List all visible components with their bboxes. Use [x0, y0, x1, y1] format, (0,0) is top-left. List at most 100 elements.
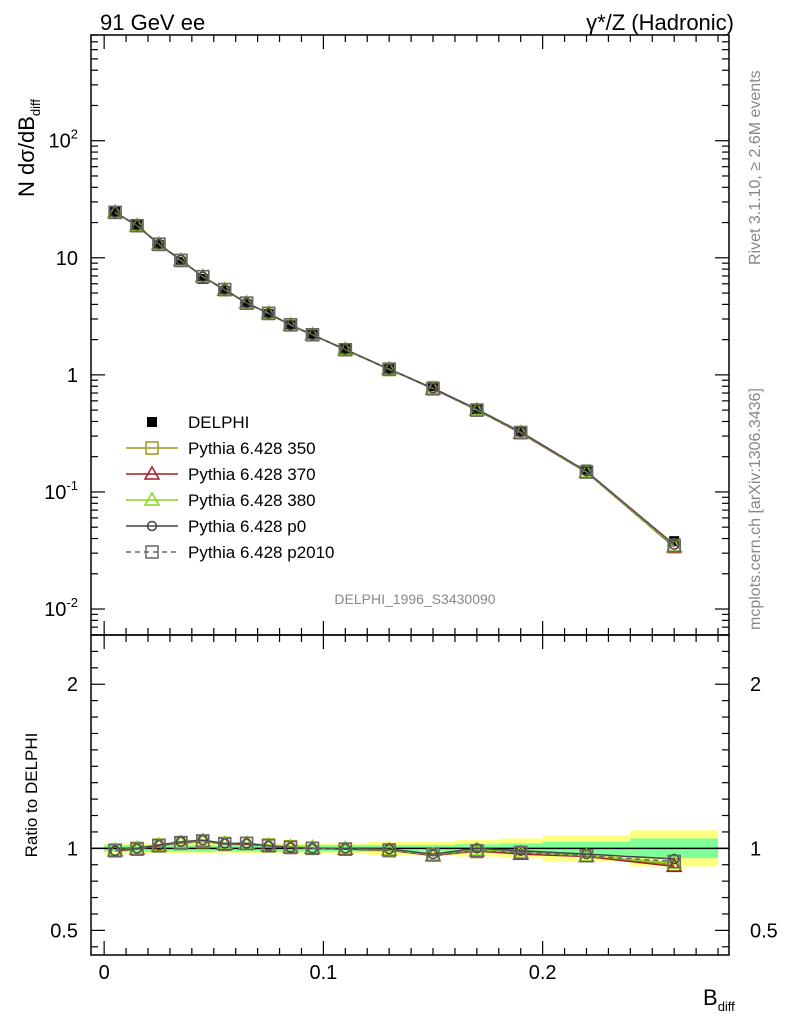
ratio-point: [668, 853, 680, 865]
data-point: [470, 403, 484, 417]
legend-item: Pythia 6.428 370: [126, 465, 316, 484]
data-point: [219, 286, 230, 297]
legend-item: DELPHI: [147, 413, 249, 432]
legend-item: Pythia 6.428 p2010: [126, 543, 335, 562]
series-pythia-6-428-p2010: [108, 205, 681, 553]
data-point: [110, 206, 121, 217]
data-point: [152, 237, 166, 252]
legend-label: Pythia 6.428 370: [188, 465, 316, 484]
ratio-point: [261, 839, 276, 853]
ratio-y-tick-label-right: 1: [750, 838, 761, 860]
data-point: [172, 251, 190, 267]
ratio-point: [338, 842, 353, 856]
ratio-y-tick-label-right: 0.5: [750, 920, 778, 942]
data-point: [383, 363, 395, 375]
ratio-series-pythia-6-428-p2010: [108, 834, 681, 869]
ratio-line: [115, 839, 675, 860]
data-point: [175, 254, 187, 266]
svg-text:N dσ/dBdiff: N dσ/dBdiff: [14, 99, 43, 197]
ratio-point: [239, 836, 254, 851]
data-point: [130, 218, 144, 233]
data-point: [513, 425, 528, 440]
ratio-point: [196, 834, 210, 848]
data-point: [667, 538, 681, 553]
ratio-line: [115, 840, 675, 863]
data-point: [427, 382, 439, 394]
data-point: [108, 205, 122, 220]
data-point: [426, 382, 440, 396]
ratio-point: [665, 857, 683, 873]
svg-text:Bdiff: Bdiff: [703, 985, 735, 1014]
x-tick-label: 0.1: [309, 962, 337, 984]
legend-marker: [146, 520, 158, 532]
data-point: [217, 282, 232, 297]
series-line: [114, 211, 675, 546]
data-point: [197, 271, 209, 282]
ratio-point: [263, 840, 274, 852]
ratio-point: [305, 841, 320, 856]
ratio-plot-panel: 0 0.1 0.2 0.5 0.5 1 1 2 2: [50, 634, 778, 984]
legend-label: Pythia 6.428 380: [188, 491, 316, 510]
data-point: [174, 253, 188, 268]
legend-marker: [147, 417, 157, 427]
ratio-plot-frame: [90, 634, 730, 956]
legend-marker: [145, 441, 159, 455]
ratio-point: [152, 839, 166, 853]
y-tick-label: 10: [56, 248, 78, 270]
ratio-point: [667, 854, 681, 869]
legend-marker: [143, 491, 161, 506]
main-y-axis-title-sub: diff: [28, 99, 43, 116]
data-point: [581, 466, 592, 477]
legend: DELPHI Pythia 6.428 350 Pythia 6.428 370 Py…: [126, 413, 335, 562]
data-point: [196, 269, 210, 284]
x-axis-title-sub: diff: [718, 999, 735, 1014]
x-tick-label: 0.2: [529, 962, 557, 984]
legend-item: Pythia 6.428 380: [126, 491, 316, 510]
data-point: [668, 539, 680, 550]
data-point: [175, 257, 186, 268]
ratio-point: [283, 840, 298, 855]
legend-marker: [143, 465, 161, 480]
mcplots-reference-text: mcplots.cern.ch [arXiv:1306.3436]: [747, 388, 764, 630]
rivet-version-text: Rivet 3.1.10, ≥ 2.6M events: [747, 70, 764, 265]
legend-label: Pythia 6.428 p2010: [188, 543, 335, 562]
data-point: [338, 342, 353, 357]
data-point: [428, 381, 439, 392]
ratio-y-tick-label-right: 2: [750, 674, 761, 696]
data-point: [153, 238, 165, 250]
ratio-y-tick-label: 1: [67, 838, 78, 860]
y-tick-label: 1: [67, 365, 78, 387]
ratio-point: [471, 843, 483, 854]
data-point: [468, 401, 486, 416]
x-tick-label: 0: [99, 962, 110, 984]
data-point: [578, 463, 595, 478]
data-point: [239, 296, 254, 310]
legend-marker: [145, 545, 159, 559]
data-point: [241, 299, 252, 310]
data-point: [261, 306, 276, 321]
ratio-point: [217, 837, 232, 851]
ratio-point: [579, 848, 594, 863]
main-plot-frame: [90, 34, 730, 636]
ratio-point: [382, 843, 396, 857]
ratio-point: [426, 848, 440, 862]
ratio-point: [174, 835, 188, 850]
data-point: [197, 273, 208, 284]
ratio-point: [470, 844, 484, 858]
main-y-axis-title: N dσ/dBdiff: [14, 99, 43, 197]
legend-label: Pythia 6.428 350: [188, 439, 316, 458]
analysis-id-label: DELPHI_1996_S3430090: [334, 591, 495, 607]
legend-item: Pythia 6.428 350: [126, 439, 316, 458]
main-plot-panel: 10-2 10-1 1 10 102: [44, 34, 730, 636]
ratio-point: [108, 844, 122, 858]
x-axis-title-text: B: [703, 985, 718, 1010]
data-point: [340, 344, 351, 355]
data-point: [515, 426, 526, 438]
y-tick-label: 10-1: [44, 478, 78, 504]
data-point: [285, 319, 296, 331]
data-point: [579, 465, 594, 479]
data-point: [305, 328, 320, 342]
ratio-point: [513, 845, 528, 860]
data-point: [219, 284, 230, 295]
